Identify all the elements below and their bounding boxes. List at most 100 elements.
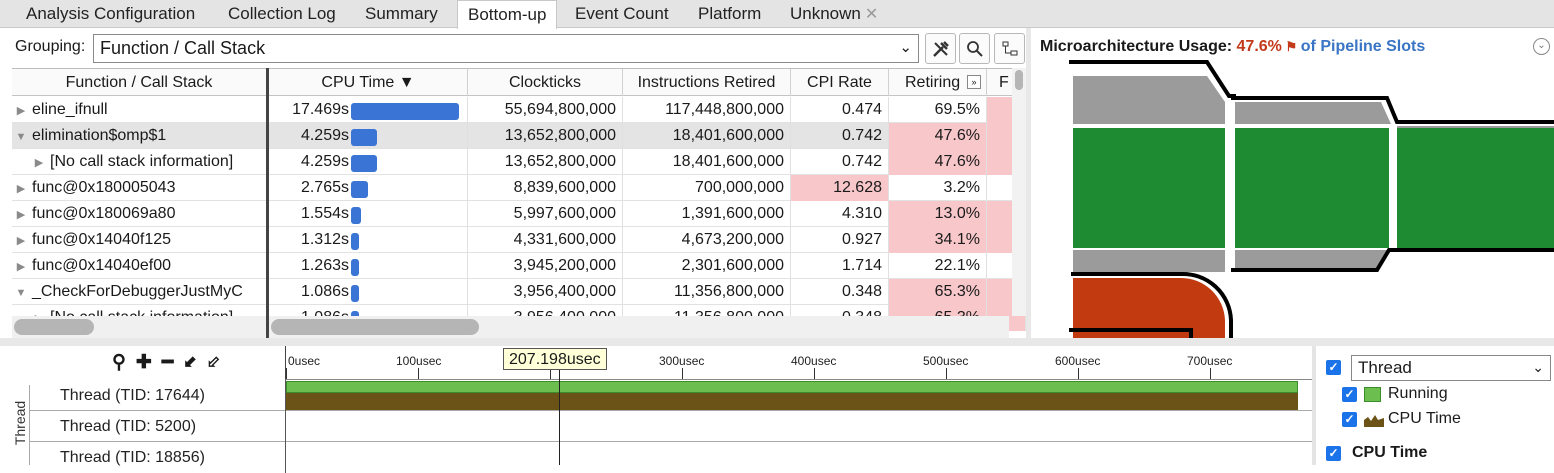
search-button[interactable] [959,33,990,64]
metrics-hscrollbar[interactable] [269,316,1009,338]
tab-summary[interactable]: Summary [365,4,438,23]
expand-icon[interactable]: ▶ [16,183,26,195]
running-checkbox[interactable]: ✓ [1342,387,1357,402]
close-icon[interactable]: ✕ [864,6,879,23]
function-name: func@0x14040f125 [32,231,172,248]
expand-icon[interactable]: ▶ [34,157,44,169]
cpi-cell: 0.742 [791,149,889,175]
tab-platform[interactable]: Platform [698,4,762,23]
horizontal-splitter[interactable] [0,338,1554,346]
cpu-time-section-checkbox[interactable]: ✓ [1326,446,1341,461]
expand-column-icon[interactable]: » [967,75,981,89]
scroll-thumb[interactable] [14,319,94,335]
col-cpi-rate[interactable]: CPI Rate [791,69,889,96]
cpu-time-bar [351,129,377,146]
tab-event-count[interactable]: Event Count [575,4,669,23]
cpu-time-cell: 1.554s [269,201,468,227]
pipeline-green-2 [1235,128,1389,248]
expand-icon[interactable]: ▶ [16,235,26,247]
function-cell: ▼ elimination$omp$1 [12,123,267,149]
cpu-time-checkbox[interactable]: ✓ [1342,412,1357,427]
legend-pane [1312,346,1554,465]
legend-select-value: Thread [1358,358,1412,377]
col-cpu-time[interactable]: CPU Time ▼ [269,69,468,96]
cpu-time-value: 4.259s [300,127,349,144]
function-hscrollbar[interactable] [12,316,266,338]
call-stack-mode-button[interactable] [994,33,1025,64]
column-splitter[interactable] [266,68,269,338]
table-row[interactable]: ▼ _CheckForDebuggerJustMyC 1.086s 3,956,400… [12,279,1026,305]
thread-checkbox[interactable]: ✓ [1326,360,1341,375]
collapse-icon[interactable]: ⌄ [1533,38,1550,55]
pipeline-green-1 [1073,128,1225,248]
pipeline-green-3 [1397,128,1554,248]
col-retiring[interactable]: Retiring » [889,69,987,96]
search-icon [966,40,983,57]
function-cell: ▶ eline_ifnull [12,97,267,123]
expand-icon[interactable]: ▶ [16,105,26,117]
bottom-up-grid: Function / Call Stack CPU Time ▼ Clockti… [12,68,1026,338]
thread-label: Thread (TID: 18856) [60,449,205,466]
scroll-thumb[interactable] [271,319,479,335]
pipeline-gray-mid [1235,102,1391,124]
zoom-back-icon[interactable]: ⬋ [183,354,197,371]
cpu-time-bar [351,207,361,224]
legend-section-cpu-time: CPU Time [1352,444,1428,461]
col-retiring-label: Retiring [905,74,961,91]
cpu-time-bar [351,155,377,172]
table-row[interactable]: ▶ func@0x180069a80 1.554s 5,997,600,000 1,39… [12,201,1026,227]
function-name: eline_ifnull [32,101,108,118]
hierarchy-icon [1002,41,1017,55]
table-row[interactable]: ▶ func@0x14040f125 1.312s 4,331,600,000 4,67… [12,227,1026,253]
uarch-value: 47.6% [1236,38,1282,55]
clk-cell: 55,694,800,000 [468,97,623,123]
cpu-time-bar [351,181,368,198]
tab-bottom-up[interactable]: Bottom-up [457,0,558,29]
cpu-time-cell: 1.263s [269,253,468,279]
zoom-in-icon[interactable]: ✚ [135,351,152,373]
table-row[interactable]: ▶ func@0x180005043 2.765s 8,839,600,000 700,… [12,175,1026,201]
tab-analysis-configuration[interactable]: Analysis Configuration [26,4,196,23]
expand-icon[interactable]: ▶ [16,261,26,273]
collapse-icon[interactable]: ▼ [15,131,27,143]
table-row[interactable]: ▶ [No call stack information] 4.259s 13,652… [12,149,1026,175]
table-row[interactable]: ▶ eline_ifnull 17.469s 55,694,800,000 117,44… [12,97,1026,123]
zoom-out-icon[interactable]: ━ [161,351,174,373]
thread-row[interactable]: Thread (TID: 5200) [30,411,1312,442]
time-ruler[interactable]: 0usec 100usec 300usec 400usec 500usec 60… [285,346,1312,380]
clk-cell: 3,945,200,000 [468,253,623,279]
running-bar[interactable] [286,381,1298,393]
collapse-icon[interactable]: ▼ [15,287,27,299]
table-row[interactable]: ▼ elimination$omp$1 4.259s 13,652,800,000 18… [12,123,1026,149]
legend-select[interactable]: Thread ⌄ [1351,355,1551,381]
zoom-search-icon[interactable]: ⚲ [112,351,126,373]
cpu-time-swatch-icon [1364,415,1384,427]
expand-icon[interactable]: ▶ [16,209,26,221]
legend-cpu-time: CPU Time [1388,410,1461,427]
cpu-time-value: 1.554s [300,205,349,222]
grouping-select[interactable]: Function / Call Stack ⌄ [93,34,919,63]
col-instructions-retired[interactable]: Instructions Retired [623,69,791,96]
time-cursor[interactable] [559,370,560,465]
cpu-time-bar[interactable] [286,393,1298,410]
grid-vscrollbar[interactable] [1012,68,1026,316]
customize-grouping-button[interactable] [925,33,956,64]
tab-unknown[interactable]: Unknown ✕ [780,0,888,28]
cpu-time-bar [351,259,359,276]
pipeline-diagram [1069,60,1554,338]
scroll-thumb[interactable] [1015,70,1023,90]
col-function[interactable]: Function / Call Stack [12,69,267,96]
ret-cell: 22.1% [889,253,987,279]
table-row[interactable]: ▶ func@0x14040ef00 1.263s 3,945,200,000 2,30… [12,253,1026,279]
uarch-title: Microarchitecture Usage: 47.6% ⚑ of Pipe… [1040,38,1425,56]
pane-splitter[interactable] [1026,28,1031,340]
thread-row[interactable]: Thread (TID: 17644) [30,380,1312,411]
ins-cell: 4,673,200,000 [623,227,791,253]
col-clockticks[interactable]: Clockticks [468,69,623,96]
tab-collection-log[interactable]: Collection Log [228,4,336,23]
function-cell: ▶ func@0x180005043 [12,175,267,201]
cpu-time-cell: 4.259s [269,149,468,175]
zoom-reset-icon[interactable]: ⬃ [206,354,221,371]
cpu-time-value: 2.765s [300,179,349,196]
thread-row[interactable]: Thread (TID: 18856) [30,442,1312,473]
